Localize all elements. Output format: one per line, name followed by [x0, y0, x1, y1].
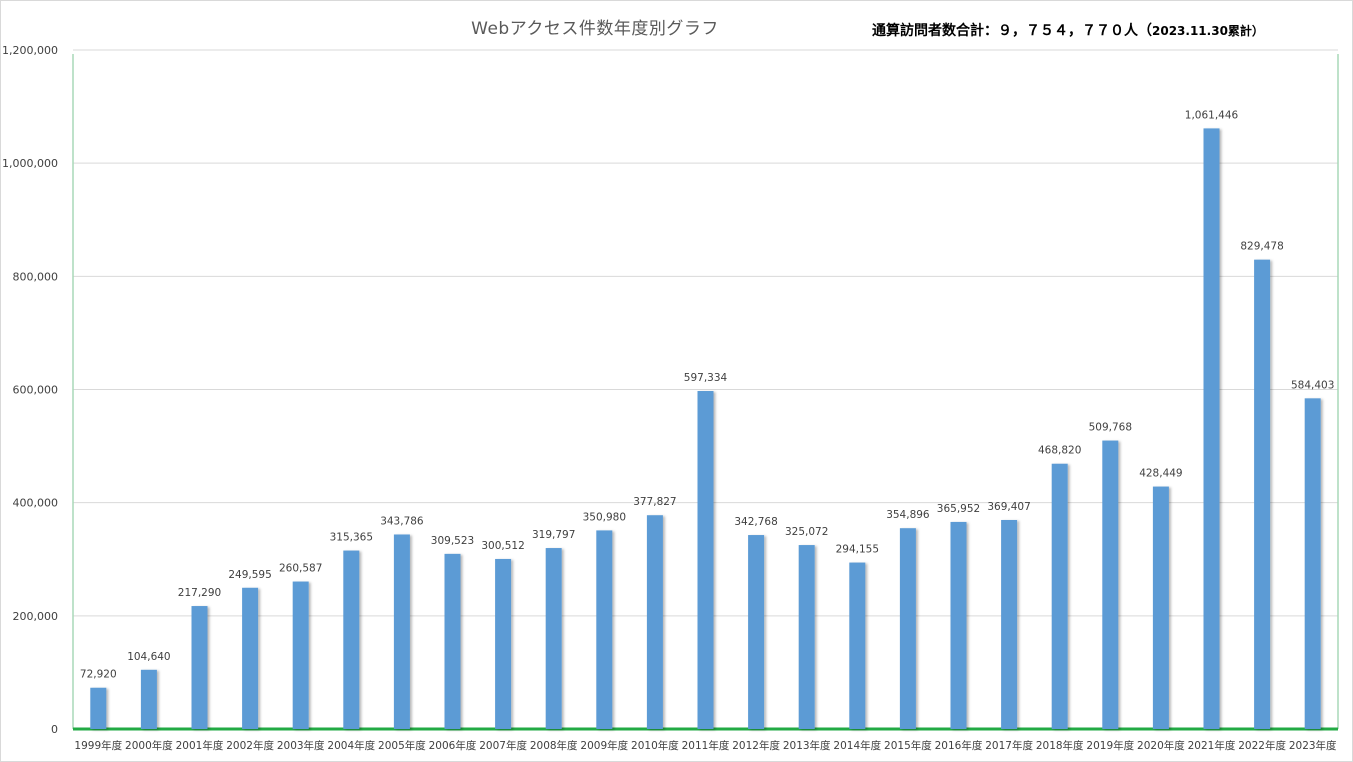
bar [1001, 519, 1018, 729]
y-tick-label: 1,200,000 [2, 44, 58, 57]
bar [343, 550, 360, 729]
bar [596, 530, 613, 729]
bar [899, 528, 916, 729]
data-label: 597,334 [684, 372, 728, 384]
x-tick-label: 2007年度 [479, 739, 527, 752]
data-label: 309,523 [431, 535, 474, 547]
x-tick-label: 2018年度 [1036, 739, 1084, 752]
data-label: 260,587 [279, 563, 322, 575]
bar [191, 606, 208, 729]
x-tick-label: 2014年度 [833, 739, 881, 752]
data-label: 315,365 [330, 532, 373, 544]
y-tick-label: 1,000,000 [2, 157, 58, 170]
bar [798, 545, 815, 729]
data-label: 104,640 [127, 651, 170, 663]
x-tick-label: 2002年度 [226, 739, 274, 752]
data-label: 377,827 [633, 496, 676, 508]
data-label: 509,768 [1089, 422, 1132, 434]
data-label: 369,407 [987, 501, 1030, 513]
data-label: 468,820 [1038, 445, 1081, 457]
bar [90, 687, 107, 729]
data-label: 428,449 [1139, 468, 1182, 480]
bar [292, 581, 309, 729]
x-tick-label: 2016年度 [935, 739, 983, 752]
y-tick-label: 400,000 [13, 497, 59, 510]
data-label: 365,952 [937, 503, 980, 515]
data-label: 584,403 [1291, 379, 1334, 391]
data-label: 1,061,446 [1185, 109, 1239, 121]
bar [697, 391, 714, 729]
y-tick-label: 0 [51, 723, 58, 736]
y-tick-label: 600,000 [13, 384, 59, 397]
data-label: 300,512 [481, 540, 524, 552]
x-tick-label: 1999年度 [74, 739, 122, 752]
bar [748, 535, 765, 729]
bar [849, 562, 866, 729]
x-tick-label: 2006年度 [429, 739, 477, 752]
x-tick-label: 2005年度 [378, 739, 426, 752]
data-label: 72,920 [80, 669, 117, 681]
data-label: 829,478 [1240, 241, 1283, 253]
x-tick-label: 2012年度 [732, 739, 780, 752]
data-label: 343,786 [380, 515, 424, 527]
bar [950, 521, 967, 729]
total-visitors-note-main: 通算訪問者数合計：９，７５４，７７０人（ [872, 23, 1152, 39]
data-label: 354,896 [886, 509, 930, 521]
bar [1102, 440, 1119, 729]
x-tick-labels: 1999年度 2000年度 2001年度 2002年度 2003年度 2004年度 2005… [74, 739, 1337, 752]
x-tick-label: 2017年度 [985, 739, 1033, 752]
bar [140, 669, 157, 729]
bar [1152, 486, 1169, 729]
x-tick-label: 2010年度 [631, 739, 679, 752]
y-tick-label: 200,000 [13, 610, 59, 623]
x-tick-label: 2015年度 [884, 739, 932, 752]
chart-title: Webアクセス件数年度別グラフ [471, 19, 719, 39]
x-tick-label: 2003年度 [277, 739, 325, 752]
x-tick-label: 2020年度 [1137, 739, 1185, 752]
bar [242, 587, 259, 729]
x-tick-label: 2008年度 [530, 739, 578, 752]
x-tick-label: 2009年度 [580, 739, 628, 752]
x-tick-label: 2019年度 [1086, 739, 1134, 752]
data-label: 342,768 [734, 516, 777, 528]
bars [90, 128, 1321, 730]
data-label: 350,980 [583, 511, 626, 523]
data-label: 217,290 [178, 587, 221, 599]
x-tick-label: 2001年度 [176, 739, 224, 752]
bar [495, 558, 512, 729]
y-tick-labels: 0 200,000 400,000 600,000 800,000 1,000,000 1,… [2, 44, 58, 736]
data-label: 325,072 [785, 526, 828, 538]
data-label: 294,155 [836, 544, 879, 556]
bar [545, 548, 562, 729]
x-tick-label: 2021年度 [1188, 739, 1236, 752]
bar [393, 534, 410, 729]
x-tick-label: 2013年度 [783, 739, 831, 752]
bar [646, 515, 663, 729]
x-tick-label: 2011年度 [682, 739, 730, 752]
total-visitors-note: 通算訪問者数合計：９，７５４，７７０人（2023.11.30累計） [872, 20, 1264, 40]
y-tick-label: 800,000 [13, 270, 59, 283]
x-tick-label: 2023年度 [1289, 739, 1337, 752]
x-tick-label: 2004年度 [327, 739, 375, 752]
data-labels: 72,920 104,640 217,290 249,595 260,587 315,36… [80, 109, 1334, 680]
data-label: 319,797 [532, 529, 575, 541]
x-tick-label: 2022年度 [1238, 739, 1286, 752]
data-label: 249,595 [228, 569, 271, 581]
total-visitors-note-date: 2023.11.30累計） [1152, 24, 1264, 38]
x-tick-label: 2000年度 [125, 739, 173, 752]
bar [1203, 128, 1220, 730]
bar [1254, 259, 1271, 729]
bar [1304, 398, 1321, 729]
bar [444, 553, 461, 729]
bar [1051, 463, 1068, 729]
